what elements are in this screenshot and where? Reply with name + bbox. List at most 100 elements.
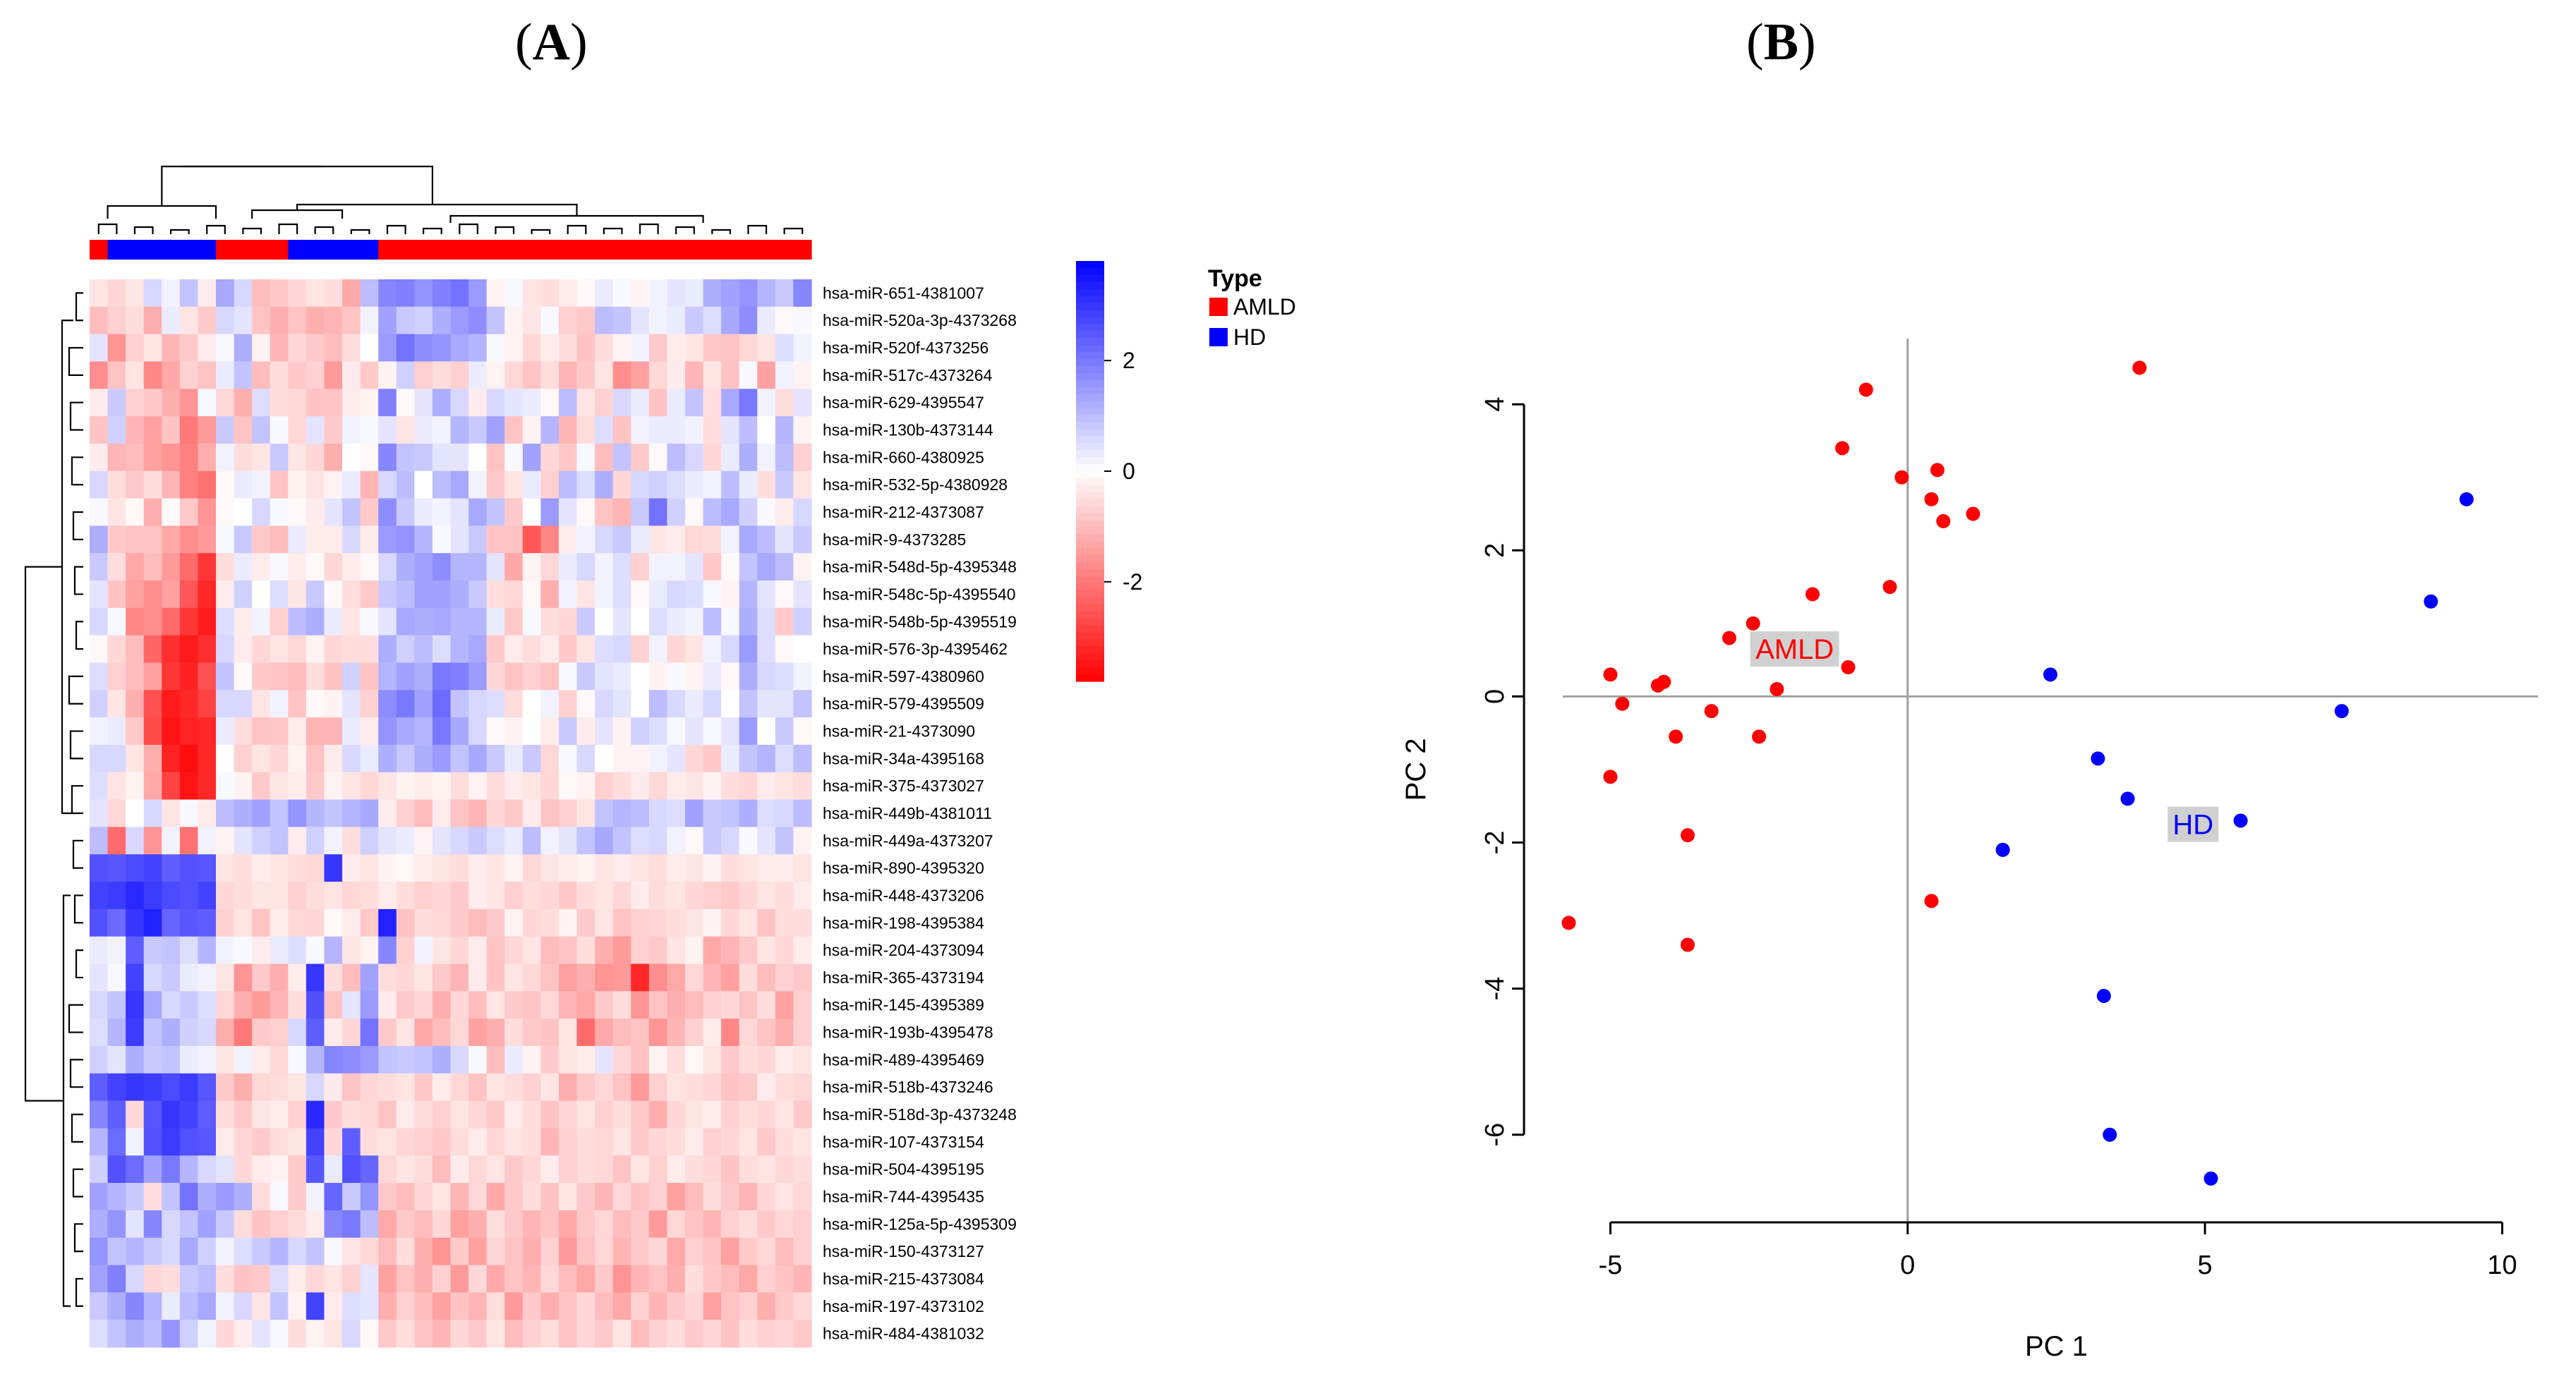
heatmap-cell <box>721 470 740 499</box>
heatmap-cell <box>234 498 253 526</box>
heatmap-cell <box>432 1155 452 1184</box>
heatmap-cell <box>612 1183 631 1211</box>
heatmap-cell <box>721 443 740 472</box>
heatmap-cell <box>216 1183 235 1211</box>
heatmap-cell <box>234 854 253 882</box>
heatmap-cell <box>667 936 686 965</box>
data-point <box>1882 580 1897 595</box>
heatmap-cell <box>612 882 631 910</box>
heatmap-cell <box>793 1292 812 1320</box>
heatmap-cell <box>468 389 488 417</box>
heatmap-cell <box>414 690 433 718</box>
heatmap-cell <box>306 1210 325 1239</box>
dendrogram-branch <box>24 566 64 1102</box>
heatmap-cell <box>757 361 776 389</box>
heatmap-cell <box>612 580 631 609</box>
heatmap-cell <box>198 882 217 910</box>
heatmap-cell <box>595 361 614 389</box>
heatmap-cell <box>198 1019 217 1047</box>
heatmap-cell <box>288 1210 307 1239</box>
heatmap-cell <box>198 991 217 1019</box>
heatmap-cell <box>288 580 307 609</box>
heatmap-cell <box>198 717 217 746</box>
heatmap-cell <box>757 991 776 1019</box>
heatmap-cell <box>631 717 650 746</box>
heatmap-cell <box>739 1237 758 1266</box>
heatmap-cell <box>252 1320 271 1348</box>
heatmap-cell <box>396 607 415 636</box>
heatmap-cell <box>162 1073 181 1102</box>
heatmap-cell <box>684 1155 704 1184</box>
heatmap-cell <box>432 389 452 417</box>
heatmap-cell <box>270 498 289 526</box>
heatmap-cell <box>667 525 686 554</box>
type-bar-cell <box>360 240 379 260</box>
dendrogram-branch <box>62 894 71 1307</box>
heatmap-cell <box>252 991 271 1019</box>
heatmap-cell <box>450 1265 469 1293</box>
heatmap-cell <box>396 470 415 499</box>
heatmap-cell <box>540 553 560 581</box>
heatmap-cell <box>126 827 145 855</box>
heatmap-cell <box>252 854 271 882</box>
heatmap-cell <box>522 1073 541 1102</box>
heatmap-cell <box>107 1292 126 1320</box>
heatmap-cell <box>595 1265 614 1293</box>
heatmap-cell <box>684 799 704 828</box>
heatmap-cell <box>612 635 631 664</box>
heatmap-cell <box>162 690 181 718</box>
heatmap-cell <box>667 799 686 828</box>
heatmap-cell <box>612 1320 631 1348</box>
heatmap-cell <box>342 1265 361 1293</box>
color-key-segment <box>1076 520 1104 528</box>
heatmap-cell <box>757 963 776 992</box>
heatmap-cell <box>378 772 397 801</box>
heatmap-cell <box>107 1073 126 1102</box>
heatmap-cell <box>612 1292 631 1320</box>
heatmap-cell <box>288 1100 307 1129</box>
sample-type-bar <box>90 240 812 260</box>
heatmap-cell <box>793 389 812 417</box>
heatmap-cell <box>126 306 145 335</box>
heatmap-cell <box>270 1019 289 1047</box>
heatmap-cell <box>612 662 631 691</box>
heatmap-cell <box>558 470 578 499</box>
heatmap-cell <box>90 334 109 363</box>
heatmap-cell <box>396 1155 415 1184</box>
heatmap-cell <box>522 882 541 910</box>
heatmap-cell <box>757 1265 776 1293</box>
heatmap-cell <box>504 1155 524 1184</box>
heatmap-cell <box>360 1320 379 1348</box>
y-tick-label: -6 <box>1480 1123 1510 1147</box>
heatmap-cell <box>324 1320 343 1348</box>
heatmap-cell <box>216 799 235 828</box>
heatmap-cell <box>143 1183 162 1211</box>
heatmap-cell <box>306 882 325 910</box>
heatmap-cell <box>522 635 541 664</box>
heatmap-cell <box>468 1019 488 1047</box>
heatmap-cell <box>450 772 469 801</box>
heatmap-cell <box>270 662 289 691</box>
heatmap-cell <box>558 607 578 636</box>
heatmap-cell <box>216 389 235 417</box>
heatmap-cell <box>631 1073 650 1102</box>
heatmap-cell <box>252 1073 271 1102</box>
heatmap-cell <box>612 936 631 965</box>
heatmap-cell <box>396 525 415 554</box>
heatmap-cell <box>595 334 614 363</box>
heatmap-cell <box>378 717 397 746</box>
heatmap-cell <box>234 1019 253 1047</box>
type-bar-cell <box>450 240 469 260</box>
heatmap-cell <box>684 1045 704 1074</box>
row-label: hsa-miR-145-4395389 <box>823 996 984 1014</box>
heatmap-cell <box>126 1237 145 1266</box>
heatmap-cell <box>288 963 307 992</box>
color-key-segment <box>1076 478 1104 486</box>
heatmap-cell <box>775 744 794 773</box>
heatmap-cell <box>252 717 271 746</box>
heatmap-cell <box>378 1128 397 1156</box>
heatmap-cell <box>324 306 343 335</box>
heatmap-cell <box>252 607 271 636</box>
type-bar-cell <box>126 240 145 260</box>
heatmap-cell <box>216 1210 235 1239</box>
